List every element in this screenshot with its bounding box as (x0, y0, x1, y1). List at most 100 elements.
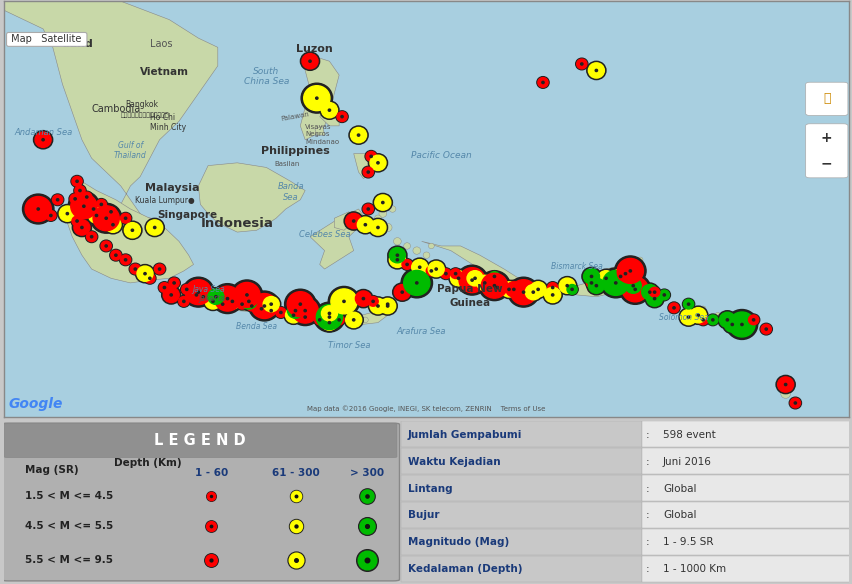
Point (289, 522, 302, 531)
Circle shape (599, 268, 630, 298)
Circle shape (81, 191, 93, 203)
Circle shape (240, 294, 256, 309)
Circle shape (370, 155, 372, 158)
Circle shape (124, 223, 141, 238)
Circle shape (659, 290, 669, 300)
Circle shape (293, 308, 297, 313)
Circle shape (383, 223, 392, 232)
Circle shape (658, 289, 670, 301)
Circle shape (570, 288, 573, 290)
Circle shape (543, 286, 561, 304)
Circle shape (345, 213, 361, 229)
Circle shape (154, 264, 164, 274)
Circle shape (334, 315, 344, 325)
Text: :: : (645, 537, 649, 547)
Circle shape (505, 281, 521, 297)
Circle shape (374, 195, 390, 210)
Circle shape (275, 308, 285, 317)
Circle shape (355, 291, 371, 306)
Circle shape (331, 289, 357, 314)
Text: 4.5 < M <= 5.5: 4.5 < M <= 5.5 (26, 522, 113, 531)
Circle shape (120, 255, 130, 265)
Circle shape (400, 291, 403, 293)
Circle shape (343, 311, 363, 329)
Circle shape (583, 269, 599, 284)
FancyBboxPatch shape (400, 448, 641, 474)
Circle shape (559, 278, 574, 293)
Circle shape (625, 278, 641, 293)
Polygon shape (314, 126, 325, 135)
Circle shape (56, 199, 59, 201)
Circle shape (450, 269, 460, 279)
Circle shape (525, 284, 541, 300)
Circle shape (85, 196, 88, 198)
Circle shape (251, 294, 277, 318)
Point (360, 555, 374, 565)
Circle shape (650, 291, 657, 298)
Circle shape (211, 284, 243, 314)
Circle shape (680, 310, 696, 325)
Circle shape (163, 287, 179, 303)
Circle shape (590, 275, 592, 277)
Text: South
China Sea: South China Sea (244, 67, 289, 86)
Text: Singapore: Singapore (158, 210, 217, 220)
Circle shape (90, 235, 93, 238)
Circle shape (615, 265, 635, 283)
Circle shape (263, 297, 279, 312)
Circle shape (366, 151, 376, 161)
Circle shape (203, 292, 222, 311)
Circle shape (145, 218, 164, 237)
Text: Vietnam: Vietnam (140, 67, 189, 77)
Circle shape (367, 297, 377, 306)
Circle shape (74, 198, 76, 200)
Circle shape (389, 252, 405, 267)
Circle shape (231, 280, 262, 310)
Text: Palawan: Palawan (280, 112, 310, 122)
Circle shape (336, 111, 348, 123)
Polygon shape (300, 57, 339, 140)
Text: 1 - 1000 Km: 1 - 1000 Km (662, 564, 725, 574)
Text: 1 - 60: 1 - 60 (194, 468, 227, 478)
Circle shape (454, 273, 457, 275)
FancyBboxPatch shape (400, 421, 641, 447)
Circle shape (72, 216, 82, 226)
Text: Map   Satellite: Map Satellite (9, 34, 85, 44)
Circle shape (507, 288, 509, 290)
Circle shape (759, 324, 771, 335)
Circle shape (357, 134, 360, 136)
Circle shape (775, 376, 794, 394)
Circle shape (287, 303, 303, 318)
Circle shape (119, 254, 131, 266)
Circle shape (718, 312, 734, 328)
Circle shape (498, 280, 518, 298)
Circle shape (124, 259, 127, 261)
Circle shape (278, 311, 283, 316)
Circle shape (337, 112, 347, 121)
Circle shape (764, 328, 767, 330)
Text: Google: Google (9, 397, 63, 411)
Circle shape (105, 217, 107, 220)
Circle shape (740, 324, 742, 326)
Circle shape (119, 213, 131, 224)
Circle shape (685, 298, 691, 304)
Text: Benda Sea: Benda Sea (236, 322, 277, 331)
Polygon shape (67, 179, 193, 283)
Point (360, 522, 374, 531)
Text: iland: iland (62, 39, 93, 50)
Circle shape (300, 312, 310, 322)
Circle shape (105, 206, 117, 218)
Circle shape (85, 231, 98, 242)
Text: Jumlah Gempabumi: Jumlah Gempabumi (407, 430, 521, 440)
Point (360, 491, 374, 500)
Circle shape (557, 277, 576, 295)
Circle shape (784, 384, 786, 385)
Circle shape (352, 220, 354, 222)
FancyBboxPatch shape (641, 502, 852, 528)
Circle shape (231, 300, 233, 303)
Circle shape (612, 269, 628, 284)
Polygon shape (276, 309, 339, 325)
Circle shape (185, 280, 211, 305)
Circle shape (725, 310, 757, 339)
Text: Celebes Sea: Celebes Sea (298, 230, 350, 239)
Circle shape (682, 298, 694, 310)
